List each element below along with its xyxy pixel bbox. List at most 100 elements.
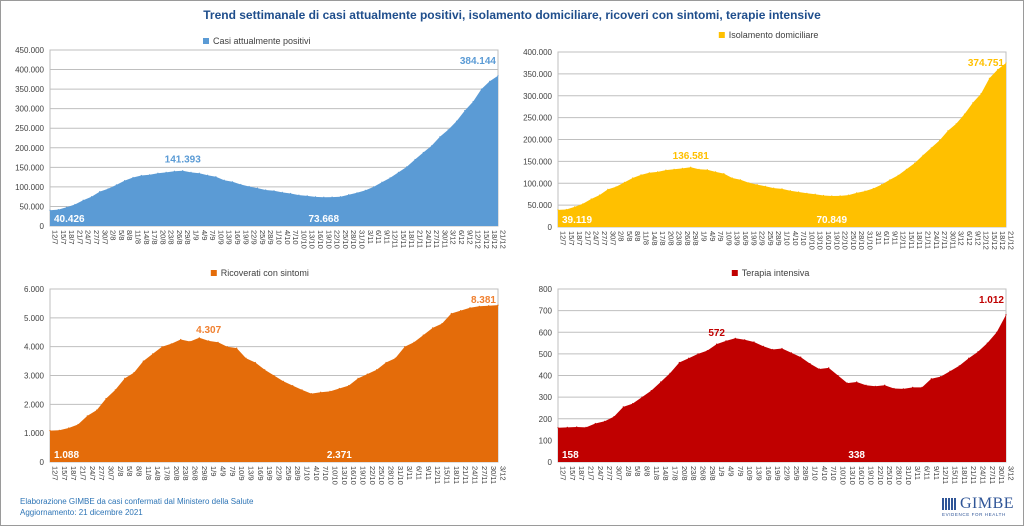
data-point <box>902 388 904 390</box>
x-tick-label: 10/9 <box>724 231 733 246</box>
x-tick-label: 12/7 <box>51 230 60 245</box>
x-tick-label: 13/9 <box>733 231 742 246</box>
data-point <box>414 158 416 161</box>
x-tick-label: 10/9 <box>745 466 754 481</box>
data-point <box>132 176 134 179</box>
data-point <box>594 422 596 425</box>
data-label: 572 <box>708 328 725 339</box>
x-tick-label: 25/10 <box>849 231 858 250</box>
y-tick-label: 250.000 <box>15 124 44 133</box>
data-point <box>748 182 750 184</box>
y-tick-label: 0 <box>40 222 45 231</box>
x-tick-label: 5/8 <box>625 231 634 241</box>
data-point <box>756 184 758 186</box>
data-point <box>939 139 941 141</box>
x-tick-label: 10/10 <box>331 466 340 485</box>
data-point <box>180 338 182 341</box>
legend: Terapia intensiva <box>731 268 809 278</box>
data-point <box>1005 62 1007 64</box>
data-point <box>404 346 406 348</box>
data-point <box>650 390 652 392</box>
x-tick-label: 1/10 <box>783 231 792 246</box>
x-tick-label: 18/12 <box>490 230 499 249</box>
data-point <box>809 363 811 365</box>
data-point <box>472 101 474 103</box>
data-point <box>947 130 949 132</box>
x-tick-label: 1/9 <box>717 466 726 476</box>
data-point <box>690 166 692 168</box>
data-point <box>124 377 126 379</box>
data-point <box>669 372 671 374</box>
data-point <box>905 168 907 170</box>
x-tick-label: 9/12 <box>973 231 982 246</box>
x-tick-label: 30/11 <box>997 466 1006 484</box>
x-tick-label: 4/9 <box>708 231 717 241</box>
data-point <box>988 77 990 79</box>
data-point <box>648 172 650 174</box>
data-label: 1.012 <box>979 295 1004 306</box>
x-tick-label: 7/10 <box>829 466 838 481</box>
y-tick-label: 150.000 <box>15 163 44 172</box>
data-point <box>389 177 391 179</box>
x-tick-label: 29/8 <box>200 466 209 481</box>
area-series <box>558 63 1006 227</box>
x-tick-label: 13/10 <box>816 231 825 250</box>
x-tick-label: 18/11 <box>452 466 461 484</box>
data-point <box>715 171 717 173</box>
data-point <box>489 80 491 82</box>
data-point <box>320 391 322 393</box>
data-point <box>582 203 584 205</box>
data-point <box>678 361 680 364</box>
x-tick-label: 12/7 <box>559 231 568 246</box>
x-tick-label: 18/7 <box>67 230 76 245</box>
x-tick-label: 15/7 <box>59 230 68 245</box>
x-tick-label: 13/10 <box>848 466 857 485</box>
data-point <box>413 341 415 343</box>
data-point <box>997 68 999 71</box>
x-tick-label: 28/9 <box>774 231 783 246</box>
chart-ricoverati-con-sintomi: Ricoverati con sintomi 0 1.000 2.000 3.000 4.… <box>0 262 512 492</box>
x-tick-label: 16/10 <box>316 230 325 249</box>
x-tick-label: 22/10 <box>368 466 377 485</box>
data-label: 136.581 <box>673 151 710 162</box>
data-label: 338 <box>848 450 865 461</box>
x-tick-label: 24/7 <box>596 466 605 481</box>
x-tick-label: 19/10 <box>867 466 876 485</box>
x-tick-label: 16/9 <box>741 231 750 246</box>
y-tick-label: 250.000 <box>523 114 552 123</box>
data-point <box>576 426 578 428</box>
data-point <box>86 415 88 417</box>
x-tick-label: 2/8 <box>624 466 633 476</box>
legend-swatch <box>210 270 217 276</box>
x-tick-label: 19/9 <box>265 466 274 481</box>
data-point <box>422 151 424 154</box>
x-tick-label: 12/11 <box>899 231 908 249</box>
data-point <box>665 169 667 171</box>
data-point <box>1005 314 1007 316</box>
legend-swatch <box>718 32 725 38</box>
x-tick-label: 27/11 <box>988 466 997 484</box>
data-point <box>406 166 408 168</box>
data-point <box>248 185 250 188</box>
x-tick-label: 2/8 <box>617 231 626 241</box>
data-point <box>864 190 866 192</box>
data-point <box>215 176 217 178</box>
x-tick-label: 15/11 <box>443 466 452 484</box>
data-point <box>66 206 68 208</box>
x-tick-label: 15/11 <box>907 231 916 249</box>
x-tick-label: 21/7 <box>587 466 596 481</box>
data-point <box>963 113 966 115</box>
x-tick-label: 27/7 <box>605 466 614 481</box>
data-point <box>182 170 184 172</box>
chart-svg-ricoverati: Ricoverati con sintomi 0 1.000 2.000 3.000 4.… <box>24 268 508 485</box>
data-point <box>381 181 383 183</box>
data-point <box>152 353 154 355</box>
x-tick-label: 30/11 <box>440 230 449 248</box>
y-tick-label: 450.000 <box>15 46 44 55</box>
data-point <box>173 170 175 172</box>
x-tick-label: 20/8 <box>680 466 689 481</box>
data-point <box>673 168 675 170</box>
x-tick-label: 10/10 <box>299 230 308 249</box>
data-point <box>874 385 876 387</box>
data-point <box>893 387 895 390</box>
